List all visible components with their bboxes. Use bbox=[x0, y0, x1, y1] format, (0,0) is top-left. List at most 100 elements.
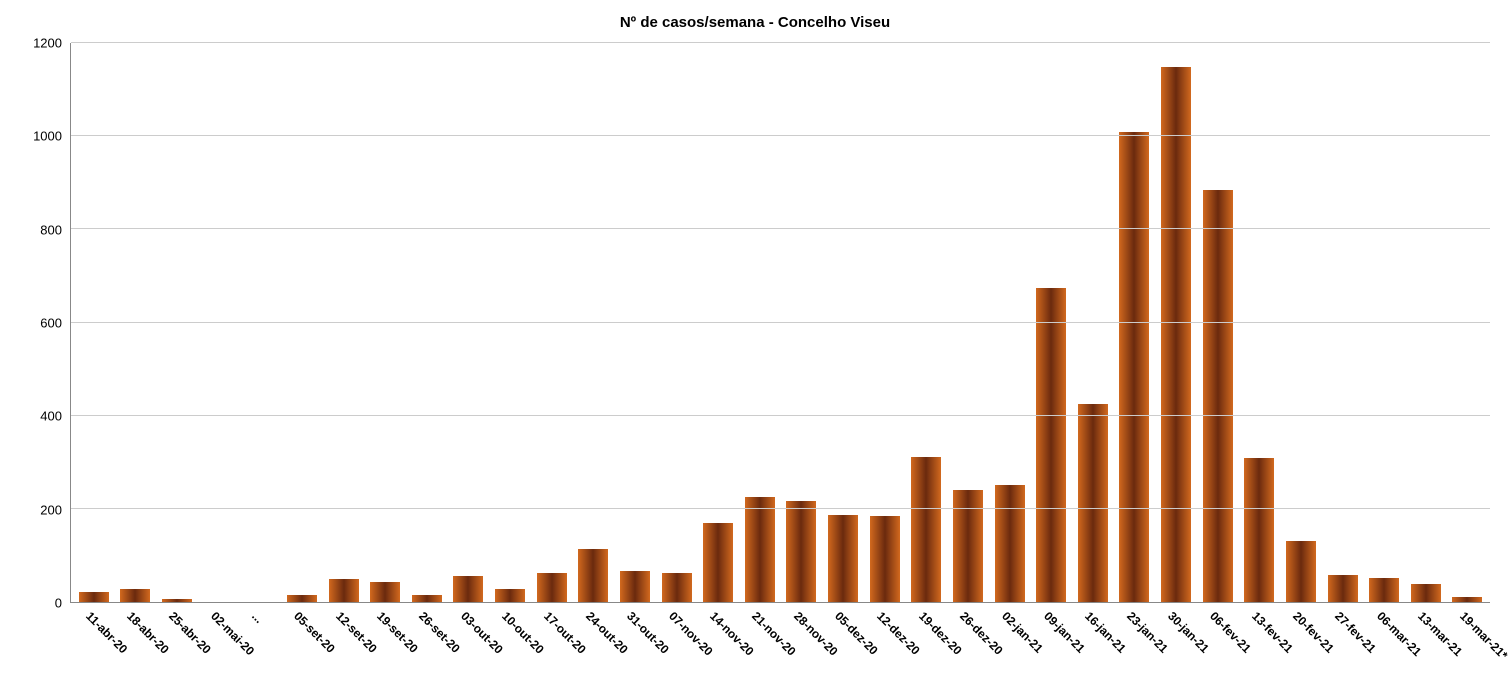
x-tick-label: 17-out-20 bbox=[541, 609, 589, 657]
x-tick-label: 16-jan-21 bbox=[1082, 609, 1129, 656]
bar-slot bbox=[115, 43, 157, 602]
bars-group bbox=[71, 43, 1490, 602]
bar-slot bbox=[656, 43, 698, 602]
x-tick-label: 09-jan-21 bbox=[1041, 609, 1088, 656]
x-tick-label: 13-fev-21 bbox=[1249, 609, 1296, 656]
x-tick-label: 26-dez-20 bbox=[957, 609, 1006, 658]
gridline bbox=[71, 42, 1490, 43]
bar bbox=[620, 571, 650, 602]
bar-slot bbox=[781, 43, 823, 602]
x-tick-label: 26-set-20 bbox=[416, 609, 463, 656]
bar-slot bbox=[198, 43, 240, 602]
bar bbox=[995, 485, 1025, 602]
bar-slot bbox=[1280, 43, 1322, 602]
bar-slot bbox=[1447, 43, 1489, 602]
bar bbox=[537, 573, 567, 602]
y-tick-label: 800 bbox=[40, 222, 70, 237]
bar-slot bbox=[1072, 43, 1114, 602]
y-tick-label: 0 bbox=[55, 596, 70, 611]
bar-slot bbox=[1363, 43, 1405, 602]
x-tick-label: 06-fev-21 bbox=[1207, 609, 1254, 656]
bar bbox=[662, 573, 692, 602]
bar bbox=[1036, 288, 1066, 602]
x-tick-label: 02-jan-21 bbox=[999, 609, 1046, 656]
gridline bbox=[71, 508, 1490, 509]
bar-slot bbox=[323, 43, 365, 602]
bar-slot bbox=[281, 43, 323, 602]
gridline bbox=[71, 415, 1490, 416]
x-tick-label: 23-jan-21 bbox=[1124, 609, 1171, 656]
bar-slot bbox=[906, 43, 948, 602]
bar-slot bbox=[739, 43, 781, 602]
bar bbox=[1078, 404, 1108, 602]
x-tick-label: 30-jan-21 bbox=[1166, 609, 1213, 656]
bar-slot bbox=[864, 43, 906, 602]
y-tick-label: 400 bbox=[40, 409, 70, 424]
bar-slot bbox=[1030, 43, 1072, 602]
bar bbox=[1119, 132, 1149, 602]
bar bbox=[1244, 458, 1274, 602]
x-tick-label: 05-set-20 bbox=[291, 609, 338, 656]
x-tick-label: 19-mar-21* bbox=[1457, 609, 1510, 662]
x-tick-label: 25-abr-20 bbox=[166, 609, 214, 657]
chart-title: Nº de casos/semana - Concelho Viseu bbox=[10, 10, 1500, 43]
bar-slot bbox=[1155, 43, 1197, 602]
bar bbox=[1203, 190, 1233, 602]
gridline bbox=[71, 135, 1490, 136]
bar-slot bbox=[1405, 43, 1447, 602]
bar-slot bbox=[406, 43, 448, 602]
gridline bbox=[71, 322, 1490, 323]
bar-slot bbox=[364, 43, 406, 602]
bar bbox=[1161, 67, 1191, 602]
x-tick-label: 02-mai-20 bbox=[208, 609, 257, 658]
bar-slot bbox=[531, 43, 573, 602]
x-tick-label: 18-abr-20 bbox=[125, 609, 173, 657]
bar bbox=[745, 497, 775, 602]
bar bbox=[786, 501, 816, 602]
x-tick-label: 20-fev-21 bbox=[1290, 609, 1337, 656]
bar-slot bbox=[1114, 43, 1156, 602]
gridline bbox=[71, 228, 1490, 229]
chart-container: Nº de casos/semana - Concelho Viseu 11-a… bbox=[10, 10, 1500, 677]
bar bbox=[453, 576, 483, 602]
bar bbox=[329, 579, 359, 602]
bar bbox=[495, 589, 525, 602]
bar bbox=[578, 549, 608, 602]
x-tick-label: 19-dez-20 bbox=[916, 609, 965, 658]
x-tick-label: 24-out-20 bbox=[583, 609, 631, 657]
x-tick-label: 10-out-20 bbox=[499, 609, 547, 657]
bar bbox=[1369, 578, 1399, 602]
bar-slot bbox=[448, 43, 490, 602]
bar-slot bbox=[489, 43, 531, 602]
bar-slot bbox=[947, 43, 989, 602]
bar-slot bbox=[1197, 43, 1239, 602]
x-tick-label: 19-set-20 bbox=[374, 609, 421, 656]
bar-slot bbox=[240, 43, 282, 602]
bar-slot bbox=[989, 43, 1031, 602]
bar bbox=[828, 515, 858, 602]
bar bbox=[79, 592, 109, 602]
y-tick-label: 200 bbox=[40, 502, 70, 517]
x-tick-label: 31-out-20 bbox=[624, 609, 672, 657]
x-tick-label: 12-dez-20 bbox=[874, 609, 923, 658]
bar bbox=[162, 599, 192, 602]
bar bbox=[287, 595, 317, 602]
bar-slot bbox=[73, 43, 115, 602]
bar bbox=[1411, 584, 1441, 602]
plot-region: 11-abr-2018-abr-2025-abr-2002-mai-20...0… bbox=[70, 43, 1490, 603]
bar-slot bbox=[156, 43, 198, 602]
bar bbox=[703, 523, 733, 602]
bar bbox=[870, 516, 900, 602]
x-tick-label: 27-fev-21 bbox=[1332, 609, 1379, 656]
x-tick-label: ... bbox=[249, 609, 266, 626]
bar bbox=[120, 589, 150, 602]
bar-slot bbox=[1239, 43, 1281, 602]
bar-slot bbox=[614, 43, 656, 602]
bar-slot bbox=[1322, 43, 1364, 602]
bar bbox=[911, 457, 941, 602]
x-tick-label: 11-abr-20 bbox=[83, 609, 130, 656]
x-tick-label: 03-out-20 bbox=[458, 609, 506, 657]
y-tick-label: 1200 bbox=[33, 36, 70, 51]
x-tick-label: 12-set-20 bbox=[333, 609, 380, 656]
bar-slot bbox=[697, 43, 739, 602]
